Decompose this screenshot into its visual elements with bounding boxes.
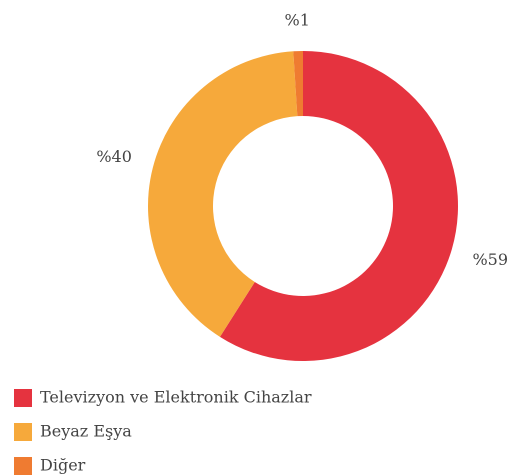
slice-label: %40 (96, 147, 132, 166)
donut-slice (148, 51, 298, 337)
legend-swatch (14, 423, 32, 441)
legend-label: Beyaz Eşya (40, 422, 132, 441)
donut-slice (219, 51, 459, 361)
slice-label: %59 (472, 250, 508, 269)
legend-label: Diğer (40, 456, 86, 475)
donut-slice (293, 51, 303, 117)
slice-label: %1 (284, 11, 309, 30)
legend-swatch (14, 457, 32, 475)
legend-swatch (14, 389, 32, 407)
legend-label: Televizyon ve Elektronik Cihazlar (40, 388, 312, 407)
